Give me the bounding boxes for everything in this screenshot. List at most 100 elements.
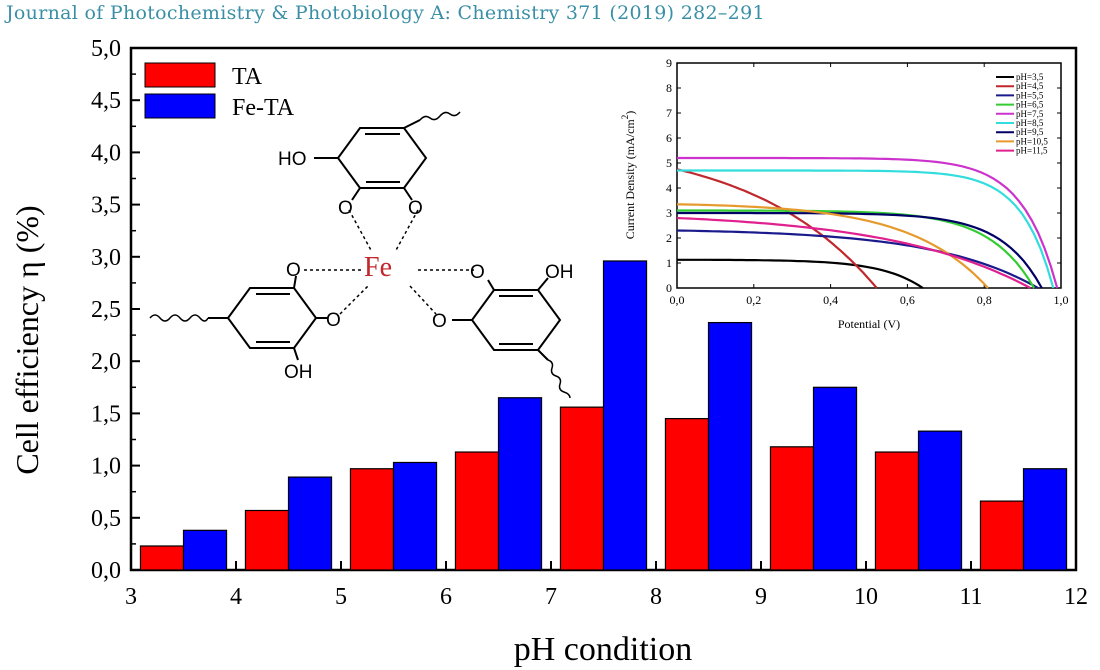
bar-ta-3,5 bbox=[139, 545, 185, 571]
label-oh: OH bbox=[545, 262, 574, 283]
bar-ta-6,5 bbox=[454, 451, 500, 571]
inset-y-tick-label: 7 bbox=[666, 106, 672, 120]
inset-y-tick-label: 2 bbox=[666, 231, 672, 245]
legend-label-ta: TA bbox=[232, 64, 263, 90]
inset-legend-label: pH=10,5 bbox=[1016, 136, 1048, 146]
jv-curve-ph-3-5 bbox=[677, 258, 924, 289]
bar-ta-11,5 bbox=[979, 500, 1025, 571]
chemical-structure-labels: HO O O O O OH O OH O Fe bbox=[278, 149, 574, 383]
inset-y-tick-label: 0 bbox=[666, 281, 672, 295]
inset-legend-label: pH=9,5 bbox=[1016, 127, 1044, 137]
bar-fe-ta-4,5 bbox=[287, 476, 333, 571]
inset-legend-label: pH=7,5 bbox=[1016, 109, 1044, 119]
y-tick-label: 2,5 bbox=[91, 297, 121, 323]
y-tick-label: 1,0 bbox=[91, 454, 121, 480]
bar-fe-ta-8,5 bbox=[707, 321, 753, 571]
label-o: O bbox=[326, 310, 341, 331]
y-tick-label: 0,5 bbox=[91, 506, 121, 532]
y-tick-label: 0,0 bbox=[91, 558, 121, 584]
y-axis-title: Cell efficiency η (%) bbox=[9, 205, 45, 474]
inset-x-tick-label: 0,8 bbox=[977, 293, 992, 307]
inset-legend-label: pH=4,5 bbox=[1016, 81, 1044, 91]
inset-y-axis-title: Current Density (mA/cm2) bbox=[620, 111, 637, 239]
inset-legend-label: pH=3,5 bbox=[1016, 72, 1044, 82]
inset-y-tick-label: 5 bbox=[666, 156, 672, 170]
x-tick-label: 6 bbox=[440, 584, 452, 610]
jv-curve-ph-6-5 bbox=[677, 209, 1036, 289]
label-o: O bbox=[432, 311, 447, 332]
x-tick-label: 11 bbox=[959, 584, 982, 610]
bar-ta-10,5 bbox=[874, 451, 920, 571]
y-tick-label: 5,0 bbox=[91, 36, 121, 62]
y-tick-label: 3,5 bbox=[91, 193, 121, 219]
x-tick-label: 8 bbox=[650, 584, 662, 610]
bar-ta-5,5 bbox=[349, 468, 395, 571]
x-tick-label: 3 bbox=[125, 584, 137, 610]
label-o: O bbox=[408, 198, 423, 219]
bar-fe-ta-3,5 bbox=[182, 529, 228, 571]
y-tick-label: 4,5 bbox=[91, 88, 121, 114]
jv-curve-ph-5-5 bbox=[676, 229, 1039, 289]
left-benzene-ring bbox=[226, 287, 318, 349]
legend-label-feta: Fe-TA bbox=[232, 95, 295, 121]
right-wavy-bond bbox=[547, 359, 571, 399]
bar-fe-ta-10,5 bbox=[917, 430, 963, 571]
x-tick-label: 12 bbox=[1064, 584, 1088, 610]
inset-y-tick-label: 6 bbox=[666, 131, 672, 145]
inset-x-axis-title: Potential (V) bbox=[838, 317, 900, 331]
y-tick-label: 4,0 bbox=[91, 140, 121, 166]
label-oh: OH bbox=[284, 362, 313, 383]
inset-legend-label: pH=6,5 bbox=[1016, 100, 1044, 110]
x-tick-label: 10 bbox=[854, 584, 878, 610]
inset-legend-label: pH=8,5 bbox=[1016, 118, 1044, 128]
label-o: O bbox=[338, 198, 353, 219]
top-benzene-ring bbox=[336, 127, 428, 189]
y-tick-label: 2,0 bbox=[91, 349, 121, 375]
inset-jv-chart: 0 1 2 3 4 5 6 7 8 9 0,0 0,2 0,4 0,6 0,8 1,0 pH=3,5pH=4,… bbox=[620, 56, 1069, 331]
label-o: O bbox=[470, 262, 485, 283]
jv-curve-ph-7-5 bbox=[677, 156, 1059, 289]
bar-fe-ta-5,5 bbox=[392, 461, 438, 571]
jv-curve-ph-11-5 bbox=[676, 216, 1031, 289]
bar-fe-ta-7,5 bbox=[602, 260, 648, 571]
chemical-structure bbox=[149, 111, 571, 399]
bar-fe-ta-6,5 bbox=[497, 397, 543, 571]
label-ho: HO bbox=[278, 149, 307, 170]
journal-header: Journal of Photochemistry & Photobiology… bbox=[6, 2, 765, 24]
jv-curve-ph-9-5 bbox=[677, 211, 1043, 289]
inset-y-tick-label: 3 bbox=[666, 206, 672, 220]
label-o: O bbox=[286, 260, 301, 281]
inset-y-tick-label: 9 bbox=[666, 56, 672, 70]
inset-x-tick-label: 1,0 bbox=[1054, 293, 1069, 307]
x-tick-label: 9 bbox=[755, 584, 767, 610]
bar-fe-ta-11,5 bbox=[1022, 468, 1068, 571]
inset-legend-label: pH=11,5 bbox=[1016, 146, 1048, 156]
inset-x-tick-label: 0,4 bbox=[823, 293, 838, 307]
y-tick-label: 1,5 bbox=[91, 401, 121, 427]
legend-swatch-ta bbox=[144, 62, 216, 88]
jv-curve-ph-10-5 bbox=[676, 203, 989, 289]
jv-curve-ph-8-5 bbox=[677, 169, 1055, 289]
inset-y-tick-label: 4 bbox=[666, 181, 672, 195]
label-fe: Fe bbox=[364, 252, 392, 283]
top-wavy-bond bbox=[419, 111, 461, 121]
bar-fe-ta-9,5 bbox=[812, 386, 858, 571]
bar-ta-4,5 bbox=[244, 509, 290, 571]
bar-ta-9,5 bbox=[769, 446, 815, 571]
inset-x-tick-label: 0,2 bbox=[746, 293, 761, 307]
right-benzene-ring bbox=[470, 289, 562, 351]
legend: TA Fe-TA bbox=[144, 62, 295, 121]
left-wavy-bond bbox=[149, 314, 209, 322]
x-tick-label: 4 bbox=[230, 584, 242, 610]
x-tick-label: 7 bbox=[545, 584, 557, 610]
bar-ta-7,5 bbox=[559, 406, 605, 571]
inset-x-tick-label: 0,6 bbox=[900, 293, 915, 307]
jv-curve-ph-4-5 bbox=[676, 168, 878, 289]
x-tick-label: 5 bbox=[335, 584, 347, 610]
y-tick-label: 3,0 bbox=[91, 245, 121, 271]
legend-swatch-feta bbox=[144, 93, 216, 119]
inset-y-tick-label: 8 bbox=[666, 81, 672, 95]
x-axis-title: pH condition bbox=[514, 631, 692, 668]
inset-x-tick-label: 0,0 bbox=[670, 293, 685, 307]
